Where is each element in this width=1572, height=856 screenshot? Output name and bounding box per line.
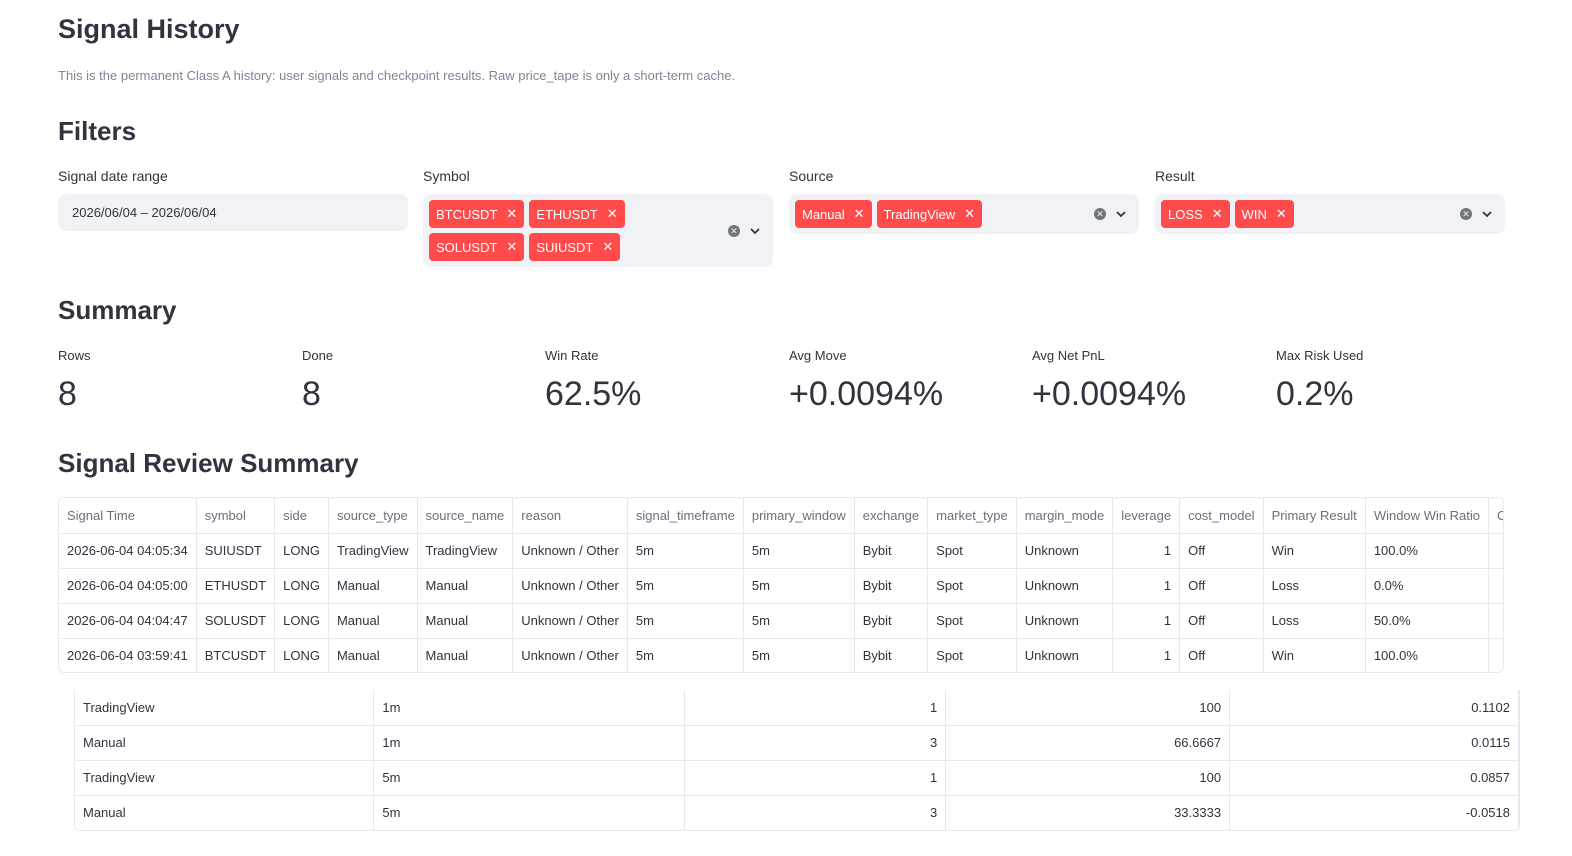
- column-header[interactable]: symbol: [196, 498, 276, 534]
- metric-rows: Rows 8: [58, 348, 91, 414]
- remove-chip-icon[interactable]: ✕: [853, 206, 865, 221]
- column-header[interactable]: source_name: [417, 498, 514, 534]
- metric-value: 8: [302, 375, 321, 413]
- metric-value: +0.0094%: [1032, 375, 1187, 413]
- result-multiselect[interactable]: LOSS ✕ WIN ✕ ✕: [1155, 194, 1505, 234]
- chevron-down-icon[interactable]: [1115, 208, 1127, 220]
- remove-chip-icon[interactable]: ✕: [964, 206, 975, 221]
- clear-all-icon[interactable]: ✕: [1094, 208, 1106, 220]
- column-header[interactable]: exchange: [854, 498, 929, 534]
- metric-label: Win Rate: [545, 348, 599, 363]
- clear-all-icon[interactable]: ✕: [1460, 208, 1472, 220]
- table-row[interactable]: 2026-06-04 04:05:34 SUIUSDT LONG TradingVie…: [59, 533, 1503, 569]
- metric-label: Avg Move: [789, 348, 847, 363]
- metric-label: Avg Net PnL: [1032, 348, 1105, 363]
- clear-all-icon[interactable]: ✕: [728, 224, 740, 237]
- result-chip: WIN ✕: [1234, 200, 1294, 228]
- symbol-chip: BTCUSDT ✕: [429, 200, 525, 228]
- chevron-down-icon[interactable]: [749, 225, 761, 237]
- remove-chip-icon[interactable]: ✕: [506, 239, 518, 254]
- date-range-label: Signal date range: [58, 168, 168, 184]
- table-header-row: Signal Time symbol side source_type sour…: [59, 498, 1503, 534]
- source-chip: Manual ✕: [795, 200, 872, 228]
- remove-chip-icon[interactable]: ✕: [606, 206, 618, 221]
- metric-avg-move: Avg Move +0.0094%: [789, 348, 943, 414]
- metric-value: 62.5%: [545, 375, 642, 413]
- result-filter: Result LOSS ✕ WIN ✕ ✕: [1155, 168, 1505, 234]
- table-row[interactable]: Manual 5m 3 33.3333 -0.0518: [75, 795, 1519, 830]
- symbol-filter: Symbol BTCUSDT ✕ ETHUSDT ✕ SOLUSDT ✕ SUIUSD…: [423, 168, 773, 267]
- column-header[interactable]: market_type: [927, 498, 1017, 534]
- column-header[interactable]: side: [274, 498, 329, 534]
- review-heading: Signal Review Summary: [58, 448, 359, 478]
- review-table[interactable]: Signal Time symbol side source_type sour…: [58, 497, 1504, 673]
- metric-avg-net-pnl: Avg Net PnL +0.0094%: [1032, 348, 1186, 414]
- table-row[interactable]: 2026-06-04 04:04:47 SOLUSDT LONG Manual Manu…: [59, 603, 1503, 639]
- metric-win-rate: Win Rate 62.5%: [545, 348, 641, 414]
- source-filter: Source Manual ✕ TradingView ✕ ✕: [789, 168, 1139, 234]
- column-header[interactable]: signal_timeframe: [627, 498, 744, 534]
- column-header[interactable]: C: [1488, 498, 1503, 534]
- chevron-down-icon[interactable]: [1481, 208, 1493, 220]
- page-title: Signal History: [58, 14, 240, 44]
- result-chip: LOSS ✕: [1161, 200, 1230, 228]
- metric-value: 0.2%: [1276, 375, 1354, 413]
- source-breakdown-table[interactable]: TradingView 1m 1 100 0.1102 Manual 1m 3 66.6667…: [74, 690, 1520, 831]
- source-multiselect[interactable]: Manual ✕ TradingView ✕ ✕: [789, 194, 1139, 234]
- symbol-chip: ETHUSDT ✕: [529, 200, 625, 228]
- table-row[interactable]: 2026-06-04 04:05:00 ETHUSDT LONG Manual Manu…: [59, 568, 1503, 604]
- table-row[interactable]: 2026-06-04 03:59:41 BTCUSDT LONG Manual Manu…: [59, 638, 1503, 672]
- column-header[interactable]: Signal Time: [59, 498, 197, 534]
- metric-label: Done: [302, 348, 334, 363]
- source-chip: TradingView ✕: [876, 200, 982, 228]
- metric-value: 8: [58, 375, 77, 413]
- table-row[interactable]: Manual 1m 3 66.6667 0.0115: [75, 725, 1519, 761]
- metric-max-risk-used: Max Risk Used 0.2%: [1276, 348, 1363, 414]
- column-header[interactable]: margin_mode: [1016, 498, 1114, 534]
- remove-chip-icon[interactable]: ✕: [602, 239, 614, 254]
- date-range-input[interactable]: 2026/06/04 – 2026/06/04: [58, 194, 408, 231]
- remove-chip-icon[interactable]: ✕: [506, 206, 518, 221]
- column-header[interactable]: source_type: [328, 498, 418, 534]
- table-row[interactable]: TradingView 5m 1 100 0.0857: [75, 760, 1519, 796]
- symbol-label: Symbol: [423, 168, 470, 184]
- table-row[interactable]: TradingView 1m 1 100 0.1102: [75, 690, 1519, 726]
- remove-chip-icon[interactable]: ✕: [1211, 206, 1223, 221]
- symbol-multiselect[interactable]: BTCUSDT ✕ ETHUSDT ✕ SOLUSDT ✕ SUIUSDT ✕ ✕: [423, 194, 773, 267]
- result-label: Result: [1155, 168, 1195, 184]
- summary-heading: Summary: [58, 295, 177, 325]
- column-header[interactable]: leverage: [1112, 498, 1181, 534]
- column-header[interactable]: cost_model: [1179, 498, 1264, 534]
- source-label: Source: [789, 168, 834, 184]
- column-header[interactable]: primary_window: [743, 498, 855, 534]
- metric-done: Done 8: [302, 348, 333, 414]
- date-range-filter: Signal date range 2026/06/04 – 2026/06/0…: [58, 168, 408, 231]
- filters-heading: Filters: [58, 116, 137, 146]
- column-header[interactable]: reason: [512, 498, 628, 534]
- remove-chip-icon[interactable]: ✕: [1275, 206, 1287, 221]
- symbol-chip: SOLUSDT ✕: [429, 233, 525, 261]
- column-header[interactable]: Window Win Ratio: [1365, 498, 1490, 534]
- metric-label: Max Risk Used: [1276, 348, 1364, 363]
- date-range-value: 2026/06/04 – 2026/06/04: [72, 205, 217, 220]
- symbol-chip: SUIUSDT ✕: [529, 233, 621, 261]
- metric-value: +0.0094%: [789, 375, 944, 413]
- page-caption: This is the permanent Class A history: u…: [58, 68, 736, 83]
- metric-label: Rows: [58, 348, 91, 363]
- column-header[interactable]: Primary Result: [1263, 498, 1366, 534]
